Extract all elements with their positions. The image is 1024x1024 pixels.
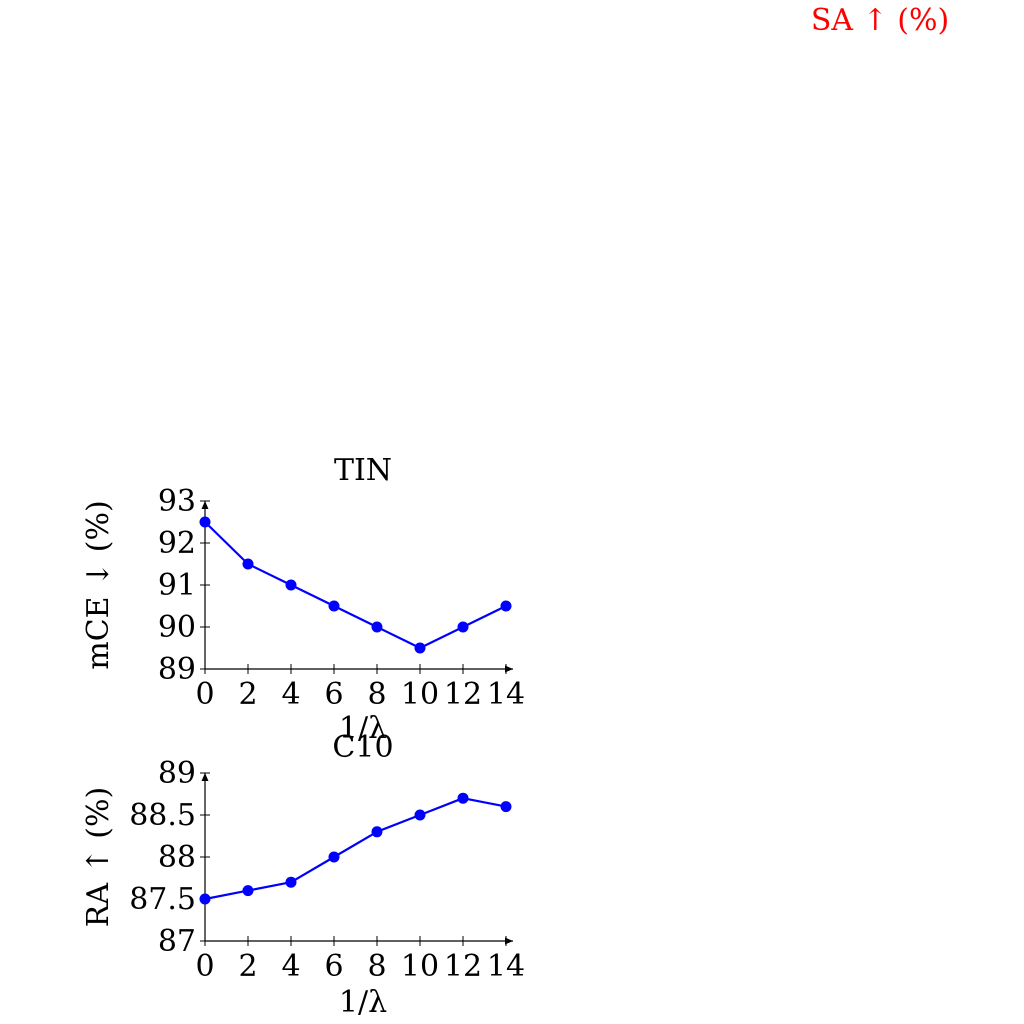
y-axis-arrow	[201, 501, 209, 509]
y-tick-label: 91	[158, 568, 196, 603]
data-point	[414, 642, 426, 654]
y-tick-label: 87	[158, 924, 196, 959]
x-tick-label: 2	[238, 949, 257, 984]
y-tick-label: 89	[158, 652, 196, 687]
data-point	[328, 600, 340, 612]
x-tick-label: 0	[195, 677, 214, 712]
x-tick-label: 6	[324, 677, 343, 712]
y-tick-label: 87.5	[129, 882, 196, 917]
data-point	[285, 876, 297, 888]
data-point	[199, 893, 211, 905]
x-tick-label: 12	[444, 677, 482, 712]
y-axis-arrow	[201, 773, 209, 781]
x-tick-label: 8	[367, 949, 386, 984]
y-axis-label: RA ↑ (%)	[81, 787, 116, 927]
data-point	[500, 801, 512, 813]
x-tick-label: 12	[444, 949, 482, 984]
data-point	[414, 809, 426, 821]
data-point	[242, 885, 254, 897]
data-point	[328, 851, 340, 863]
y-tick-label: 93	[158, 484, 196, 519]
y-tick-label: 90	[158, 610, 196, 645]
series-line	[204, 797, 507, 901]
x-axis-arrow	[505, 937, 513, 945]
x-tick-label: 8	[367, 677, 386, 712]
x-tick-label: 10	[401, 677, 439, 712]
data-point	[199, 516, 211, 528]
y-axis-label: mCE ↓ (%)	[81, 500, 116, 669]
y-tick-label: 89	[158, 756, 196, 791]
data-point	[457, 621, 469, 633]
data-point	[457, 792, 469, 804]
x-tick-label: 4	[281, 677, 300, 712]
chart-title: C10	[332, 730, 393, 765]
chart-tin: 0 2 4 6 8 10 12 14 89 90 91 92 93 TIN 1/λ mCE ↓ (%)	[81, 453, 525, 746]
data-point	[285, 579, 297, 591]
y-tick-label: 88.5	[129, 798, 196, 833]
x-tick-label: 14	[487, 677, 525, 712]
chart-title: TIN	[334, 453, 392, 488]
x-tick-label: 14	[487, 949, 525, 984]
x-tick-label: 4	[281, 949, 300, 984]
series-line	[204, 521, 507, 650]
data-point	[371, 826, 383, 838]
data-point	[500, 600, 512, 612]
x-axis-label: 1/λ	[339, 711, 387, 746]
data-point	[371, 621, 383, 633]
data-point	[242, 558, 254, 570]
x-tick-label: 0	[195, 949, 214, 984]
x-tick-label: 2	[238, 677, 257, 712]
x-tick-label: 6	[324, 949, 343, 984]
y-tick-label: 92	[158, 526, 196, 561]
y-tick-label: 88	[158, 840, 196, 875]
stray-label-sa: SA ↑ (%)	[811, 3, 949, 38]
chart-c10: 0 2 4 6 8 10 12 14 87 87.5 88 88.5 89 C10 1/λ RA ↑ (%)	[81, 730, 525, 1020]
x-axis-arrow	[505, 665, 513, 673]
x-tick-label: 10	[401, 949, 439, 984]
x-axis-label: 1/λ	[339, 985, 387, 1020]
